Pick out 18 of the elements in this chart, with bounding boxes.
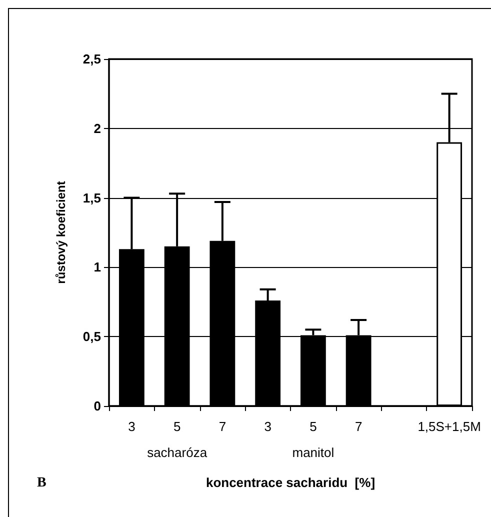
- x-axis-title: koncentrace sacharidu [%]: [206, 475, 376, 490]
- y-tick-label: 1: [94, 260, 101, 275]
- x-tick-label: 5: [310, 419, 317, 434]
- text: manitol: [292, 445, 334, 460]
- x-tick-label: 5: [173, 419, 181, 434]
- x-tick-label: 3: [264, 419, 272, 434]
- x-tick-label: 7: [354, 419, 362, 434]
- x-tick-label: 1,5S+1,5M: [418, 419, 481, 434]
- y-axis-title: růstový koeficient: [54, 181, 68, 284]
- text: B: [37, 476, 46, 490]
- text: sacharóza: [147, 445, 208, 460]
- y-tick-label: 2,5: [82, 52, 101, 66]
- x-tick-label: 7: [218, 419, 226, 434]
- y-tick-label: 0: [94, 398, 101, 414]
- y-tick-label: 2: [94, 120, 101, 136]
- y-tick-label: 0,5: [82, 329, 101, 344]
- x-tick-label: 3: [128, 419, 136, 434]
- y-tick-label: 1,5: [82, 190, 101, 206]
